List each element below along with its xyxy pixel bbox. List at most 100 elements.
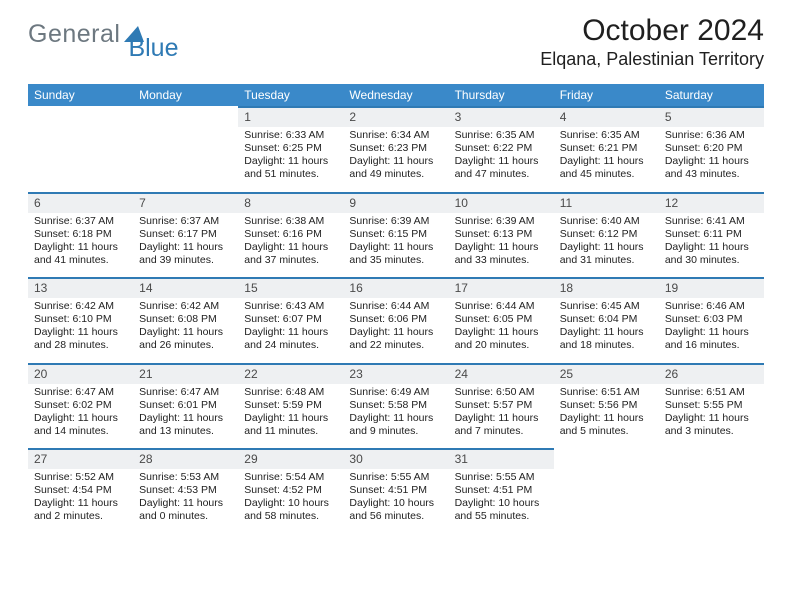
calendar-cell: 16 Sunrise: 6:44 AMSunset: 6:06 PMDayligh…	[343, 277, 448, 363]
calendar-cell: 17Sunrise: 6:44 AMSunset: 6:05 PMDayligh…	[449, 277, 554, 363]
daylight-text: Daylight: 11 hours and 33 minutes.	[455, 241, 548, 267]
sunrise-text: Sunrise: 6:50 AM	[455, 386, 548, 399]
sunset-text: Sunset: 6:03 PM	[665, 313, 758, 326]
sunrise-text: Sunrise: 5:53 AM	[139, 471, 232, 484]
day-number: 28	[133, 450, 238, 469]
calendar-cell: 7Sunrise: 6:37 AMSunset: 6:17 PMDaylight…	[133, 192, 238, 278]
sunset-text: Sunset: 4:53 PM	[139, 484, 232, 497]
day-number: 24	[449, 365, 554, 384]
day-number: 17	[449, 279, 554, 298]
daylight-text: Daylight: 11 hours and 14 minutes.	[34, 412, 127, 438]
day-number: 27	[28, 450, 133, 469]
calendar-week-row: 27Sunrise: 5:52 AMSunset: 4:54 PMDayligh…	[28, 448, 764, 534]
day-number: 9	[343, 194, 448, 213]
weekday-header: Friday	[554, 84, 659, 106]
calendar-cell: 15Sunrise: 6:43 AMSunset: 6:07 PMDayligh…	[238, 277, 343, 363]
calendar-cell: 14Sunrise: 6:42 AMSunset: 6:08 PMDayligh…	[133, 277, 238, 363]
day-number: 30	[343, 450, 448, 469]
daylight-text: Daylight: 11 hours and 31 minutes.	[560, 241, 653, 267]
daylight-text: Daylight: 11 hours and 30 minutes.	[665, 241, 758, 267]
sunset-text: Sunset: 4:51 PM	[349, 484, 442, 497]
day-details: Sunrise: 6:42 AMSunset: 6:08 PMDaylight:…	[133, 298, 238, 363]
day-number: 3	[449, 108, 554, 127]
day-details: Sunrise: 5:55 AMSunset: 4:51 PMDaylight:…	[449, 469, 554, 534]
sunset-text: Sunset: 5:57 PM	[455, 399, 548, 412]
day-number: 26	[659, 365, 764, 384]
day-number: 31	[449, 450, 554, 469]
sunset-text: Sunset: 6:15 PM	[349, 228, 442, 241]
sunrise-text: Sunrise: 6:44 AM	[455, 300, 548, 313]
calendar-cell: 24Sunrise: 6:50 AMSunset: 5:57 PMDayligh…	[449, 363, 554, 449]
sunset-text: Sunset: 6:06 PM	[349, 313, 442, 326]
calendar-cell: 30Sunrise: 5:55 AMSunset: 4:51 PMDayligh…	[343, 448, 448, 534]
sunset-text: Sunset: 5:59 PM	[244, 399, 337, 412]
daylight-text: Daylight: 11 hours and 5 minutes.	[560, 412, 653, 438]
sunrise-text: Sunrise: 6:38 AM	[244, 215, 337, 228]
daylight-text: Daylight: 11 hours and 49 minutes.	[349, 155, 442, 181]
calendar-page: General Blue October 2024 Elqana, Palest…	[0, 0, 792, 554]
day-number: 16	[343, 279, 448, 298]
sunset-text: Sunset: 6:18 PM	[34, 228, 127, 241]
sunset-text: Sunset: 6:02 PM	[34, 399, 127, 412]
calendar-cell: 3Sunrise: 6:35 AMSunset: 6:22 PMDaylight…	[449, 106, 554, 192]
sunset-text: Sunset: 6:05 PM	[455, 313, 548, 326]
daylight-text: Daylight: 11 hours and 22 minutes.	[349, 326, 442, 352]
sunrise-text: Sunrise: 5:54 AM	[244, 471, 337, 484]
sunrise-text: Sunrise: 6:35 AM	[455, 129, 548, 142]
sunrise-text: Sunrise: 6:39 AM	[349, 215, 442, 228]
daylight-text: Daylight: 11 hours and 39 minutes.	[139, 241, 232, 267]
brand-blue: Blue	[128, 34, 178, 63]
sunrise-text: Sunrise: 6:51 AM	[560, 386, 653, 399]
sunrise-text: Sunrise: 6:37 AM	[34, 215, 127, 228]
sunset-text: Sunset: 6:17 PM	[139, 228, 232, 241]
day-number: 22	[238, 365, 343, 384]
sunrise-text: Sunrise: 6:35 AM	[560, 129, 653, 142]
page-title: October 2024	[540, 14, 764, 47]
sunset-text: Sunset: 6:12 PM	[560, 228, 653, 241]
day-number: 14	[133, 279, 238, 298]
calendar-cell: 1Sunrise: 6:33 AMSunset: 6:25 PMDaylight…	[238, 106, 343, 192]
weekday-header: Tuesday	[238, 84, 343, 106]
sunrise-text: Sunrise: 6:49 AM	[349, 386, 442, 399]
sunset-text: Sunset: 6:22 PM	[455, 142, 548, 155]
calendar-week-row: 6Sunrise: 6:37 AMSunset: 6:18 PMDaylight…	[28, 192, 764, 278]
day-details: Sunrise: 6:35 AMSunset: 6:22 PMDaylight:…	[449, 127, 554, 192]
day-details: Sunrise: 6:46 AMSunset: 6:03 PMDaylight:…	[659, 298, 764, 363]
calendar-cell: 28 Sunrise: 5:53 AMSunset: 4:53 PMDayligh…	[133, 448, 238, 534]
calendar-cell: 6Sunrise: 6:37 AMSunset: 6:18 PMDaylight…	[28, 192, 133, 278]
sunrise-text: Sunrise: 5:55 AM	[455, 471, 548, 484]
day-details: Sunrise: 6:37 AMSunset: 6:17 PMDaylight:…	[133, 213, 238, 278]
calendar-cell: 10Sunrise: 6:39 AMSunset: 6:13 PMDayligh…	[449, 192, 554, 278]
calendar-cell: 4 Sunrise: 6:35 AMSunset: 6:21 PMDaylight…	[554, 106, 659, 192]
sunset-text: Sunset: 6:21 PM	[560, 142, 653, 155]
sunrise-text: Sunrise: 6:44 AM	[349, 300, 442, 313]
day-details: Sunrise: 5:52 AMSunset: 4:54 PMDaylight:…	[28, 469, 133, 534]
calendar-cell: 31Sunrise: 5:55 AMSunset: 4:51 PMDayligh…	[449, 448, 554, 534]
daylight-text: Daylight: 10 hours and 55 minutes.	[455, 497, 548, 523]
day-number: 4	[554, 108, 659, 127]
day-details: Sunrise: 5:55 AMSunset: 4:51 PMDaylight:…	[343, 469, 448, 534]
sunrise-text: Sunrise: 6:42 AM	[139, 300, 232, 313]
day-number: 5	[659, 108, 764, 127]
calendar-table: SundayMondayTuesdayWednesdayThursdayFrid…	[28, 84, 764, 534]
daylight-text: Daylight: 11 hours and 45 minutes.	[560, 155, 653, 181]
calendar-cell: 11Sunrise: 6:40 AMSunset: 6:12 PMDayligh…	[554, 192, 659, 278]
daylight-text: Daylight: 11 hours and 47 minutes.	[455, 155, 548, 181]
daylight-text: Daylight: 11 hours and 0 minutes.	[139, 497, 232, 523]
sunset-text: Sunset: 6:25 PM	[244, 142, 337, 155]
day-details: Sunrise: 5:54 AMSunset: 4:52 PMDaylight:…	[238, 469, 343, 534]
calendar-cell: 20Sunrise: 6:47 AMSunset: 6:02 PMDayligh…	[28, 363, 133, 449]
daylight-text: Daylight: 11 hours and 41 minutes.	[34, 241, 127, 267]
sunset-text: Sunset: 6:07 PM	[244, 313, 337, 326]
day-details: Sunrise: 6:47 AMSunset: 6:01 PMDaylight:…	[133, 384, 238, 449]
sunset-text: Sunset: 6:23 PM	[349, 142, 442, 155]
day-details: Sunrise: 6:44 AMSunset: 6:05 PMDaylight:…	[449, 298, 554, 363]
day-number: 23	[343, 365, 448, 384]
daylight-text: Daylight: 11 hours and 11 minutes.	[244, 412, 337, 438]
calendar-cell	[133, 106, 238, 192]
daylight-text: Daylight: 11 hours and 20 minutes.	[455, 326, 548, 352]
sunrise-text: Sunrise: 6:51 AM	[665, 386, 758, 399]
sunset-text: Sunset: 6:13 PM	[455, 228, 548, 241]
calendar-cell: 26Sunrise: 6:51 AMSunset: 5:55 PMDayligh…	[659, 363, 764, 449]
calendar-cell: 12Sunrise: 6:41 AMSunset: 6:11 PMDayligh…	[659, 192, 764, 278]
